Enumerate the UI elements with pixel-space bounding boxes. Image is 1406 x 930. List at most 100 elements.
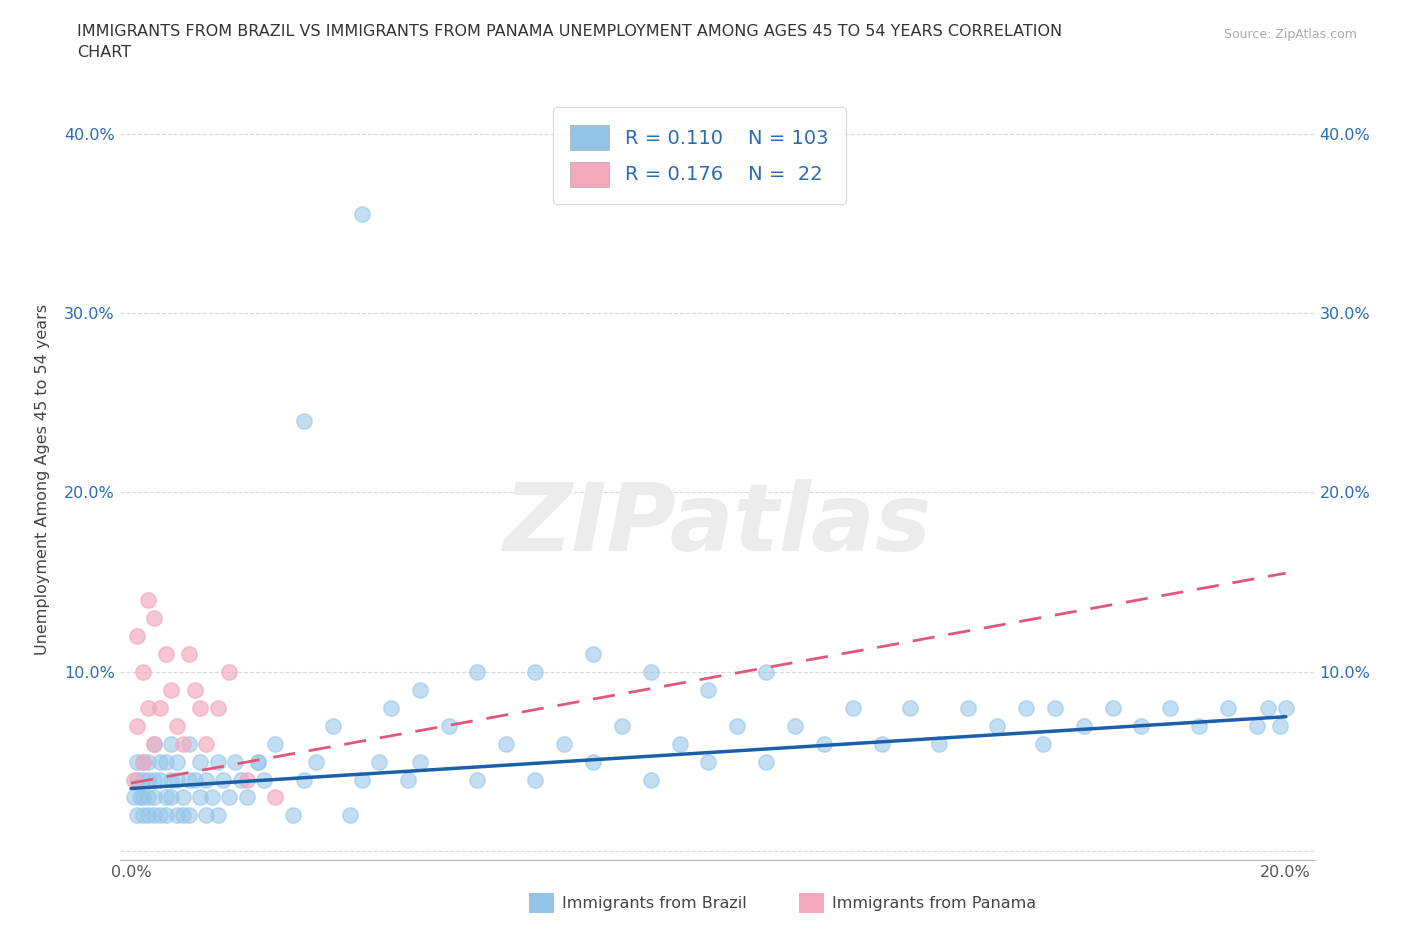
Point bbox=[247, 754, 270, 769]
Point bbox=[813, 737, 835, 751]
Point bbox=[900, 700, 922, 715]
Point bbox=[1101, 700, 1123, 715]
Point bbox=[292, 413, 315, 428]
Point bbox=[409, 683, 432, 698]
Point bbox=[1073, 718, 1095, 733]
Point bbox=[155, 808, 177, 823]
Point bbox=[235, 772, 257, 787]
Point bbox=[160, 737, 183, 751]
Point bbox=[582, 754, 605, 769]
Point bbox=[160, 790, 183, 804]
Point bbox=[138, 754, 160, 769]
Point bbox=[138, 592, 160, 607]
Point bbox=[155, 790, 177, 804]
Point bbox=[640, 772, 662, 787]
Point bbox=[350, 772, 373, 787]
Point bbox=[235, 790, 257, 804]
Point bbox=[166, 718, 188, 733]
Point bbox=[1246, 718, 1268, 733]
Point bbox=[122, 772, 145, 787]
Point bbox=[725, 718, 748, 733]
Point bbox=[610, 718, 633, 733]
Point bbox=[1043, 700, 1066, 715]
Point bbox=[160, 683, 183, 698]
Point bbox=[437, 718, 460, 733]
Point bbox=[149, 772, 172, 787]
Point bbox=[212, 772, 235, 787]
Point bbox=[149, 754, 172, 769]
Point bbox=[143, 737, 166, 751]
Point bbox=[870, 737, 893, 751]
Point bbox=[957, 700, 980, 715]
Point bbox=[131, 664, 153, 679]
Point bbox=[125, 629, 148, 644]
Point bbox=[143, 611, 166, 626]
Point bbox=[131, 808, 153, 823]
Point bbox=[1159, 700, 1181, 715]
Point bbox=[166, 772, 188, 787]
Point bbox=[138, 772, 160, 787]
Text: Source: ZipAtlas.com: Source: ZipAtlas.com bbox=[1223, 28, 1357, 41]
Point bbox=[125, 754, 148, 769]
Point bbox=[1130, 718, 1153, 733]
Point bbox=[1268, 718, 1291, 733]
Legend: R = 0.110    N = 103, R = 0.176    N =  22: R = 0.110 N = 103, R = 0.176 N = 22 bbox=[553, 107, 845, 204]
Point bbox=[207, 808, 229, 823]
Point bbox=[188, 754, 211, 769]
Point bbox=[131, 754, 153, 769]
Point bbox=[138, 700, 160, 715]
Text: CHART: CHART bbox=[77, 45, 131, 60]
Point bbox=[218, 664, 240, 679]
Point bbox=[524, 772, 547, 787]
Text: Immigrants from Brazil: Immigrants from Brazil bbox=[562, 896, 747, 910]
Point bbox=[122, 790, 145, 804]
Point bbox=[143, 737, 166, 751]
Point bbox=[697, 683, 720, 698]
Point bbox=[467, 664, 489, 679]
Text: IMMIGRANTS FROM BRAZIL VS IMMIGRANTS FROM PANAMA UNEMPLOYMENT AMONG AGES 45 TO 5: IMMIGRANTS FROM BRAZIL VS IMMIGRANTS FRO… bbox=[77, 24, 1063, 39]
Y-axis label: Unemployment Among Ages 45 to 54 years: Unemployment Among Ages 45 to 54 years bbox=[35, 303, 49, 655]
Point bbox=[292, 772, 315, 787]
Point bbox=[125, 808, 148, 823]
Point bbox=[755, 664, 778, 679]
Point bbox=[640, 664, 662, 679]
Point bbox=[368, 754, 391, 769]
Point bbox=[138, 808, 160, 823]
Point bbox=[582, 646, 605, 661]
Point bbox=[247, 754, 270, 769]
Point bbox=[524, 664, 547, 679]
Point bbox=[160, 772, 183, 787]
Point bbox=[264, 790, 287, 804]
Point bbox=[1216, 700, 1239, 715]
Point bbox=[177, 737, 200, 751]
Text: ZIPatlas: ZIPatlas bbox=[503, 479, 931, 571]
Point bbox=[305, 754, 328, 769]
Point bbox=[195, 772, 218, 787]
Point bbox=[1257, 700, 1279, 715]
Point bbox=[207, 754, 229, 769]
Point bbox=[201, 790, 224, 804]
Point bbox=[128, 790, 150, 804]
Point bbox=[131, 754, 153, 769]
Point bbox=[322, 718, 344, 733]
Point bbox=[195, 737, 218, 751]
Point bbox=[143, 808, 166, 823]
Point bbox=[350, 206, 373, 221]
Point bbox=[755, 754, 778, 769]
Point bbox=[467, 772, 489, 787]
Point bbox=[183, 772, 205, 787]
Point bbox=[125, 772, 148, 787]
Point bbox=[668, 737, 690, 751]
Point bbox=[409, 754, 432, 769]
Point bbox=[177, 646, 200, 661]
Point bbox=[1188, 718, 1211, 733]
Point bbox=[166, 754, 188, 769]
Point bbox=[188, 790, 211, 804]
Point bbox=[253, 772, 276, 787]
Point bbox=[183, 683, 205, 698]
Point bbox=[166, 808, 188, 823]
Point bbox=[553, 737, 575, 751]
Point bbox=[177, 772, 200, 787]
Point bbox=[131, 772, 153, 787]
Point bbox=[188, 700, 211, 715]
